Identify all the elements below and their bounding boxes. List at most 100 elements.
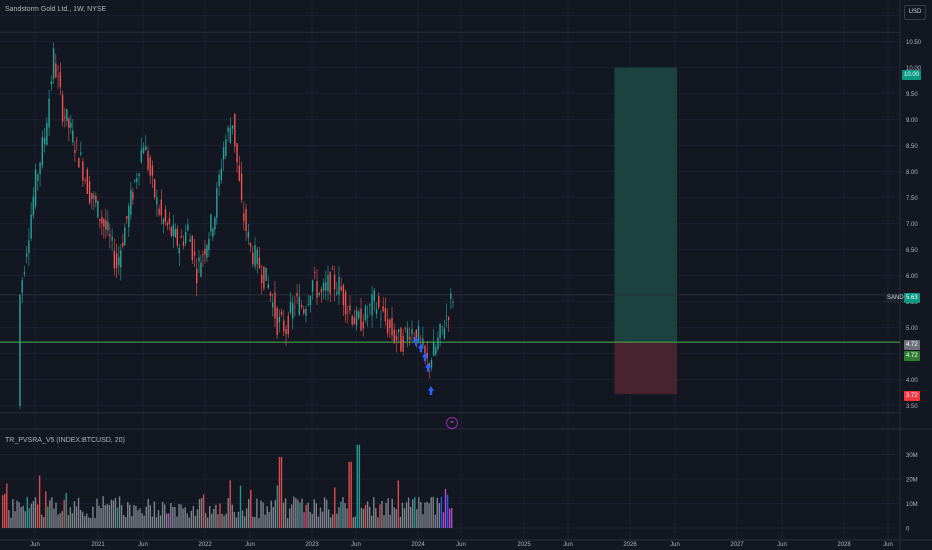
volume-bar	[151, 516, 154, 528]
candle-body	[202, 254, 204, 256]
volume-bar	[69, 507, 72, 528]
volume-bar	[20, 507, 22, 528]
candle-body	[21, 280, 23, 293]
volume-bar	[295, 498, 297, 528]
volume-bar	[172, 506, 174, 528]
volume-bar	[414, 497, 416, 528]
volume-bar	[233, 511, 236, 528]
candle-body	[382, 306, 384, 312]
candle-body	[384, 307, 387, 321]
alert-icon[interactable]: ≈	[446, 417, 458, 429]
volume-bar	[344, 503, 346, 528]
volume-bar	[405, 502, 408, 528]
volume-bar	[254, 517, 256, 528]
candle-body	[358, 311, 360, 319]
volume-bar	[327, 509, 330, 528]
volume-bar	[297, 499, 299, 528]
candle-body	[366, 315, 369, 317]
candle-body	[296, 292, 298, 297]
volume-bar	[180, 504, 182, 528]
indicator-title[interactable]: TR_PVSRA_V5 (INDEX:BTCUSD, 20)	[5, 437, 125, 444]
volume-bar	[354, 516, 356, 528]
time-tick-label: 2025	[517, 542, 531, 548]
volume-bar	[75, 506, 78, 528]
volume-bar	[266, 506, 268, 528]
price-tick-label: 9.00	[906, 118, 918, 124]
candle-body	[351, 316, 353, 325]
volume-bar	[207, 517, 209, 528]
candle-body	[208, 238, 210, 251]
volume-tick-label: 20M	[906, 478, 918, 484]
candle-body	[402, 335, 404, 352]
candle-body	[91, 192, 93, 200]
volume-bar	[196, 509, 199, 528]
volume-bar	[63, 499, 65, 528]
volume-bar	[252, 516, 254, 528]
volume-bar	[145, 506, 147, 528]
volume-bar	[442, 512, 445, 528]
volume-bar	[30, 503, 33, 528]
candle-body	[103, 219, 105, 227]
price-tick-label: 8.50	[906, 144, 918, 150]
volume-bar	[192, 505, 195, 528]
candle-body	[353, 317, 356, 325]
symbol-title[interactable]: Sandstorm Gold Ltd., 1W, NYSE	[5, 6, 107, 13]
candle-body	[50, 81, 53, 85]
candle-body	[145, 146, 147, 151]
candle-body	[249, 243, 252, 247]
volume-bar	[311, 513, 313, 528]
candle-body	[263, 266, 265, 289]
time-tick-label: Jun	[883, 542, 893, 548]
candle-body	[439, 323, 441, 339]
price-tick-label: 3.50	[906, 404, 918, 410]
candle-body	[70, 122, 72, 128]
volume-bar	[8, 510, 10, 528]
volume-bar	[360, 507, 363, 528]
candle-body	[124, 227, 126, 246]
volume-bar	[227, 498, 229, 528]
time-tick-label: Jun	[138, 542, 148, 548]
candle-body	[452, 301, 454, 303]
candle-body	[393, 329, 395, 342]
volume-bar	[432, 496, 434, 528]
candle-body	[265, 267, 267, 281]
volume-bar	[270, 500, 272, 528]
time-tick-label: 2023	[305, 542, 319, 548]
candle-body	[415, 329, 418, 345]
volume-bar	[399, 516, 402, 528]
candle-body	[196, 268, 198, 284]
volume-bar	[14, 511, 16, 528]
volume-bar	[241, 510, 244, 528]
candle-body	[191, 236, 194, 261]
candle-body	[46, 122, 48, 145]
volume-bar	[248, 498, 250, 528]
candle-body	[72, 130, 74, 143]
candle-body	[37, 174, 39, 181]
volume-bar	[262, 502, 264, 528]
candle-body	[360, 308, 362, 331]
candle-body	[149, 157, 151, 176]
volume-bar	[84, 516, 86, 528]
target-price-tag: 10.00	[902, 70, 922, 80]
currency-button[interactable]: USD	[904, 5, 926, 20]
volume-bar	[221, 513, 223, 528]
volume-bar	[403, 508, 406, 528]
candle-body	[260, 274, 263, 284]
buy-arrow-icon	[422, 352, 428, 362]
volume-bar	[71, 513, 74, 528]
volume-bar	[182, 508, 184, 528]
candle-body	[364, 306, 367, 321]
volume-bar	[211, 513, 213, 528]
volume-bar	[118, 496, 121, 528]
candle-body	[445, 315, 448, 317]
candle-body	[189, 239, 191, 242]
volume-bar	[256, 498, 258, 528]
candle-body	[120, 250, 122, 268]
time-tick-label: Jun	[670, 542, 680, 548]
candle-body	[349, 305, 351, 311]
candle-body	[28, 240, 30, 253]
candle-body	[243, 213, 245, 222]
candle-body	[269, 292, 272, 296]
